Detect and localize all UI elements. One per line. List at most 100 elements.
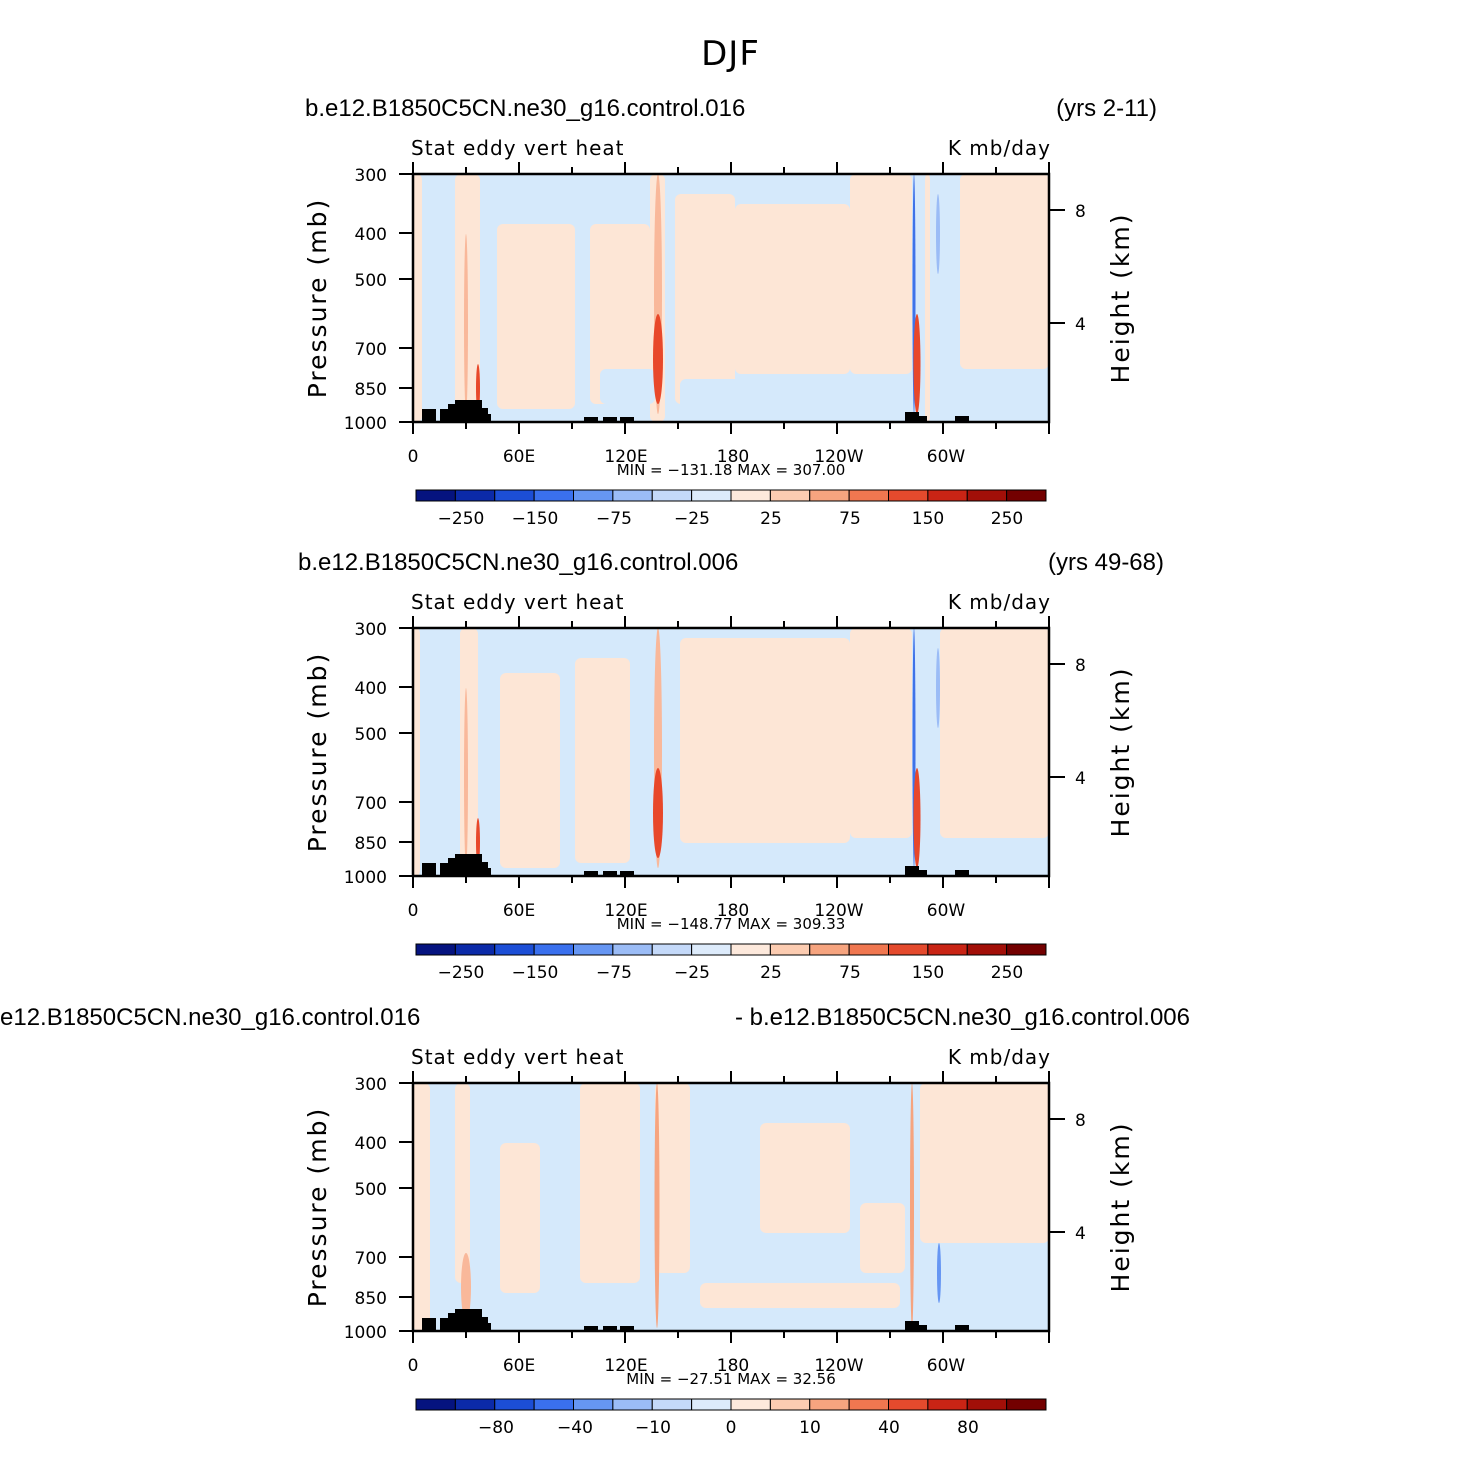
colorbar-swatch xyxy=(415,943,456,956)
colorbar-swatch xyxy=(966,1398,1008,1411)
colorbar-label: −10 xyxy=(635,1418,671,1438)
contour-region xyxy=(580,1083,640,1283)
case-label: b.e12.B1850C5CN.ne30_g16.control.016 xyxy=(305,95,745,122)
contour-region xyxy=(850,174,912,374)
x-tick-label: 120E xyxy=(604,901,647,921)
y-tick-label: 850 xyxy=(355,834,387,854)
y-right-tick-label: 8 xyxy=(1075,1111,1086,1131)
colorbar-swatch xyxy=(809,1398,850,1411)
chart-panel-3: e12.B1850C5CN.ne30_g16.control.016 - b.e1… xyxy=(0,1004,1190,1438)
y-tick-label: 400 xyxy=(355,225,387,245)
contour-feature xyxy=(654,1083,660,1328)
colorbar-swatch xyxy=(848,943,889,956)
colorbar-label: −25 xyxy=(674,963,710,983)
colorbar-swatch xyxy=(415,1398,456,1411)
y-tick-label: 400 xyxy=(355,1134,387,1154)
topography-block xyxy=(455,1309,469,1331)
y-tick-label: 400 xyxy=(355,679,387,699)
contour-region xyxy=(920,1083,1049,1243)
y-tick-label: 1000 xyxy=(344,868,387,888)
min-max-label: MIN = −27.51 MAX = 32.56 xyxy=(626,1370,836,1388)
contour-region xyxy=(655,1083,690,1273)
years-label: - b.e12.B1850C5CN.ne30_g16.control.006 xyxy=(735,1004,1190,1031)
colorbar-label: −250 xyxy=(438,509,485,529)
colorbar-label: 40 xyxy=(878,1418,900,1438)
x-tick-label: 120W xyxy=(814,901,863,921)
colorbar-swatch xyxy=(927,1398,968,1411)
topography-block xyxy=(913,1325,927,1331)
topography-block xyxy=(584,417,598,422)
colorbar-swatch xyxy=(533,943,574,956)
colorbar-swatch xyxy=(494,489,535,502)
y-right-tick-label: 4 xyxy=(1075,315,1086,335)
y-axis-label: Pressure (mb) xyxy=(303,652,332,852)
topography-block xyxy=(477,414,491,422)
colorbar-swatch xyxy=(1006,1398,1047,1411)
topography-block xyxy=(955,870,969,876)
y-tick-label: 850 xyxy=(355,380,387,400)
y-axis-right-label: Height (km) xyxy=(1106,667,1135,838)
y-tick-label: 1000 xyxy=(344,1323,387,1343)
colorbar-swatch xyxy=(927,943,968,956)
contour-region xyxy=(413,628,420,876)
colorbar-label: −150 xyxy=(512,509,559,529)
topography-block xyxy=(584,871,598,876)
min-max-label: MIN = −131.18 MAX = 307.00 xyxy=(617,461,846,479)
colorbar-label: 75 xyxy=(839,963,861,983)
y-right-tick-label: 8 xyxy=(1075,202,1086,222)
colorbar-swatch xyxy=(927,489,968,502)
colorbar-swatch xyxy=(848,1398,889,1411)
contour-region xyxy=(413,1083,430,1331)
colorbar-swatch xyxy=(533,1398,574,1411)
x-tick-label: 60E xyxy=(503,447,535,467)
topography-block xyxy=(584,1326,598,1331)
case-label: e12.B1850C5CN.ne30_g16.control.016 xyxy=(0,1004,420,1031)
contour-feature xyxy=(464,688,468,866)
colorbar-swatch xyxy=(691,1398,732,1411)
colorbar-label: 25 xyxy=(760,963,782,983)
contour-feature xyxy=(653,314,663,404)
years-label: (yrs 2-11) xyxy=(1056,95,1157,122)
x-tick-label: 60W xyxy=(927,447,966,467)
units-label: K mb/day xyxy=(948,1045,1051,1069)
colorbar-swatch xyxy=(533,489,574,502)
topography-block xyxy=(620,871,634,876)
y-axis-right-label: Height (km) xyxy=(1106,1122,1135,1293)
contour-feature xyxy=(937,1243,941,1303)
colorbar-label: −75 xyxy=(596,963,632,983)
contour-feature xyxy=(913,314,921,414)
topography-block xyxy=(620,1326,634,1331)
contour-feature xyxy=(653,768,663,858)
colorbar-swatch xyxy=(454,943,496,956)
colorbar-swatch xyxy=(415,489,456,502)
colorbar-swatch xyxy=(573,489,614,502)
topography-block xyxy=(955,416,969,422)
colorbar-label: 10 xyxy=(799,1418,821,1438)
colorbar-swatch xyxy=(769,943,811,956)
y-right-tick-label: 4 xyxy=(1075,1224,1086,1244)
contour-region xyxy=(460,628,478,876)
topography-block xyxy=(905,1321,919,1331)
contour-region xyxy=(413,174,422,422)
y-right-tick-label: 4 xyxy=(1075,769,1086,789)
contour-feature xyxy=(464,234,468,412)
y-tick-label: 700 xyxy=(355,340,387,360)
x-tick-label: 180 xyxy=(717,1356,749,1376)
contour-region xyxy=(860,1203,905,1273)
topography-block xyxy=(603,1326,617,1331)
variable-label: Stat eddy vert heat xyxy=(411,1045,625,1069)
x-tick-label: 0 xyxy=(408,901,419,921)
contour-region xyxy=(680,846,900,876)
colorbar-swatch xyxy=(651,1398,693,1411)
topography-block xyxy=(455,400,469,422)
y-tick-label: 700 xyxy=(355,1249,387,1269)
page-title: DJF xyxy=(701,34,760,74)
x-tick-label: 120E xyxy=(604,447,647,467)
topography-block xyxy=(905,412,919,422)
contour-region xyxy=(675,194,735,404)
y-tick-label: 1000 xyxy=(344,414,387,434)
contour-feature xyxy=(461,1253,471,1321)
colorbar-swatch xyxy=(769,1398,811,1411)
colorbar-swatch xyxy=(651,943,693,956)
